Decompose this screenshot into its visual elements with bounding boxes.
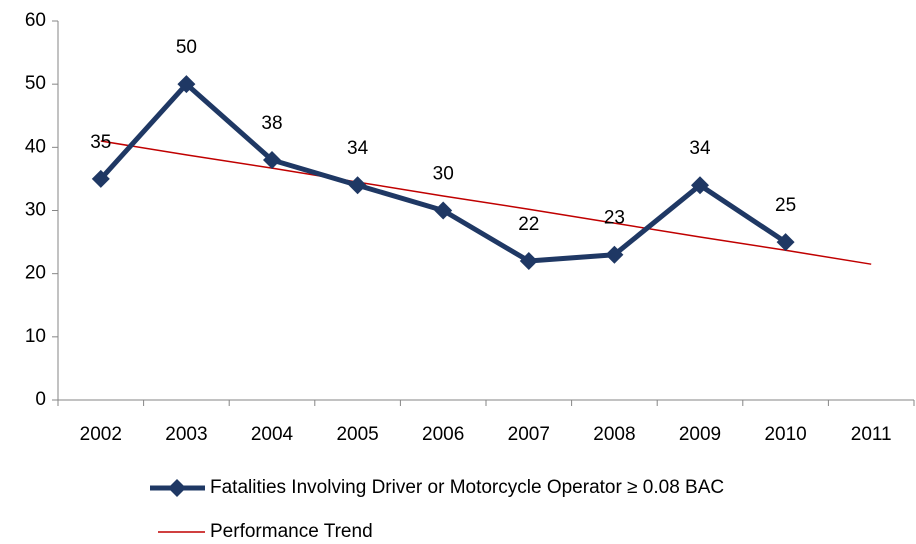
x-tick-label: 2011 [851,424,892,445]
legend-label: Performance Trend [210,521,373,542]
data-label: 22 [518,214,539,235]
marker [434,201,453,220]
data-label: 34 [689,138,711,159]
data-label: 25 [775,195,796,216]
data-label: 38 [261,113,282,134]
x-tick-label: 2003 [165,424,207,445]
y-tick-label: 0 [35,389,46,410]
x-tick-label: 2004 [251,424,294,445]
x-tick-label: 2008 [593,424,635,445]
y-tick-label: 30 [25,200,46,221]
y-tick-label: 10 [25,326,46,347]
legend-marker [168,479,186,497]
y-tick-label: 60 [25,10,46,31]
y-tick-label: 50 [25,73,46,94]
x-tick-label: 2002 [80,424,122,445]
marker [691,176,709,195]
x-tick-label: 2009 [679,424,721,445]
data-label: 50 [176,37,197,58]
marker [348,176,367,195]
data-label: 23 [604,208,625,229]
marker [91,169,110,188]
x-tick-label: 2006 [422,424,464,445]
y-tick-label: 20 [25,263,46,284]
data-label: 35 [90,132,111,153]
marker [519,252,538,271]
data-label: 34 [347,138,369,159]
marker [605,245,624,264]
x-tick-label: 2010 [764,424,806,445]
data-label: 30 [433,164,454,185]
marker [263,150,281,169]
legend-label: Fatalities Involving Driver or Motorcycl… [210,477,724,498]
y-tick-label: 40 [25,136,46,157]
marker [177,75,196,94]
series-line [100,140,872,265]
x-tick-label: 2007 [508,424,550,445]
marker [776,233,795,252]
x-tick-label: 2005 [336,424,378,445]
